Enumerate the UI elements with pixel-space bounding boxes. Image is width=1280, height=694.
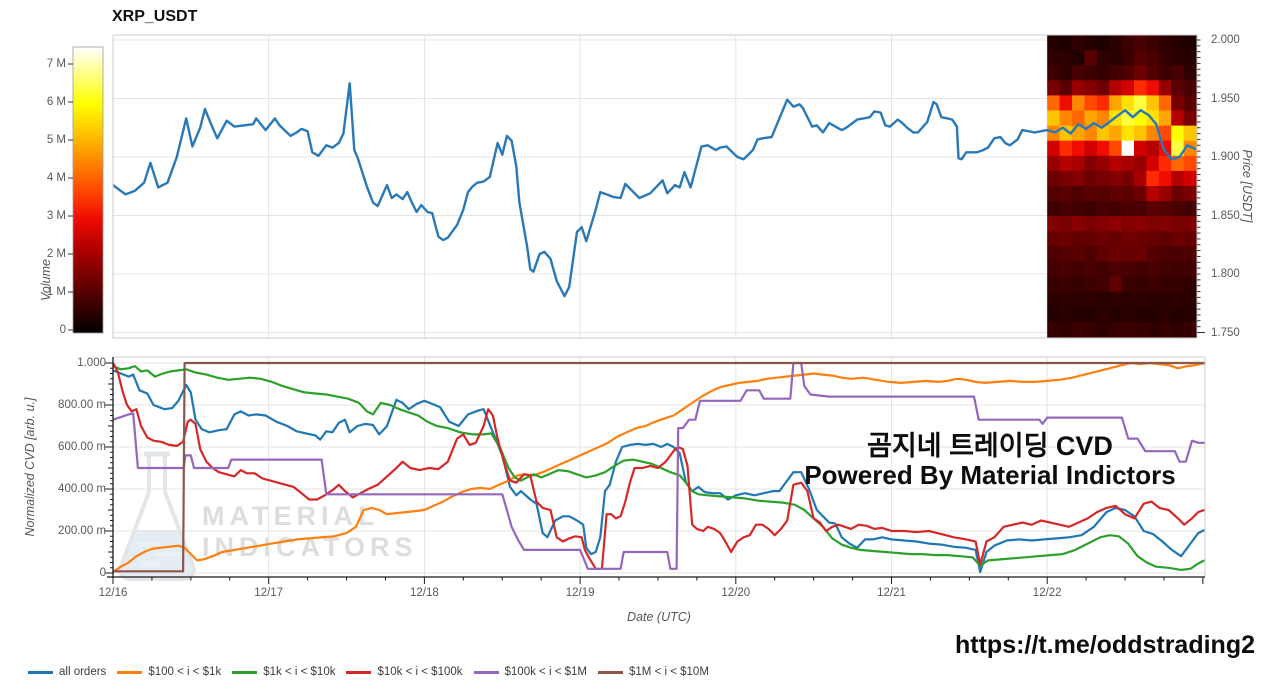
price-axis-label: Price [USDT] (1240, 149, 1254, 223)
legend-swatch (473, 670, 499, 674)
cvd-line--1m-i-10m (113, 361, 1205, 573)
volume-axis-label: Volume (39, 259, 53, 301)
price-tick-label: 2.000 (1211, 34, 1240, 46)
cvd-axis-label: Normalized CVD [arb. u.] (23, 397, 37, 537)
volume-colorbar (72, 46, 104, 334)
legend-item: $1M < i < $10M (598, 666, 709, 678)
date-axis-label: Date (UTC) (627, 610, 691, 624)
volume-heatmap (1047, 35, 1197, 338)
overlay-powered-by: Powered By Material Indictors (804, 460, 1176, 490)
cvd-tick-label: 800.00 m (58, 399, 106, 411)
date-tick-label: 12/16 (98, 587, 128, 599)
date-tick-label: 12/22 (1032, 587, 1062, 599)
flask-icon (118, 451, 196, 581)
price-tick-label: 1.950 (1211, 92, 1240, 105)
cvd-tick-label: 600.00 m (58, 441, 106, 453)
colorbar-tick-label: 6 M (46, 96, 66, 108)
cvd-line--1k-i-10k (113, 365, 1205, 571)
price-tick-label: 1.750 (1211, 326, 1240, 339)
telegram-url: https://t.me/oddstrading2 (955, 631, 1255, 659)
legend-label: all orders (59, 666, 107, 678)
colorbar-tick-label: 7 M (46, 58, 66, 70)
price-tick-label: 1.850 (1211, 209, 1240, 222)
date-tick-label: 12/18 (410, 587, 439, 599)
colorbar-tick-label: 2 M (46, 248, 66, 260)
cvd-tick-label: 1.000 (77, 357, 106, 369)
price-tick-label: 1.900 (1211, 151, 1240, 163)
colorbar-tick-label: 1 M (46, 286, 66, 298)
legend-item: $100k < i < $1M (473, 666, 587, 678)
legend-label: $10k < i < $100k (377, 666, 463, 678)
date-tick-label: 12/19 (565, 587, 595, 599)
legend-item: $100 < i < $1k (117, 666, 221, 678)
legend-label: $100k < i < $1M (504, 666, 587, 678)
legend-swatch (232, 670, 258, 674)
colorbar-tick-label: 4 M (46, 172, 66, 184)
colorbar-tick-label: 3 M (46, 210, 66, 222)
legend-item: all orders (28, 666, 106, 678)
date-tick-label: 12/21 (877, 587, 906, 599)
watermark-text: MATERIAL INDICATORS (202, 501, 418, 563)
date-tick-label: 12/17 (254, 587, 284, 599)
legend-label: $1k < i < $10k (263, 666, 336, 678)
cvd-tick-label: 0 (99, 567, 106, 579)
legend-item: $10k < i < $100k (346, 666, 463, 678)
cvd-line--100k-i-1m (113, 361, 1205, 570)
cvd-line-all-orders (113, 369, 1205, 574)
legend-swatch (117, 670, 143, 674)
cvd-line--10k-i-100k (113, 362, 1205, 570)
cvd-tick-label: 400.00 m (58, 483, 106, 495)
cvd-line--100-i-1k (113, 361, 1205, 573)
overlay-korean-title: 곰지네 트레이딩 CVD (867, 431, 1113, 461)
chart-title: XRP_USDT (112, 8, 198, 25)
legend-swatch (598, 670, 623, 674)
colorbar-tick-label: 5 M (46, 134, 66, 146)
colorbar-tick-label: 0 (59, 324, 66, 336)
legend-label: $100 < i < $1k (148, 666, 222, 678)
watermark-line1: MATERIAL (202, 501, 380, 531)
cvd-tick-label: 200.00 m (58, 525, 106, 537)
watermark-line2: INDICATORS (202, 532, 418, 562)
legend-item: $1k < i < $10k (232, 666, 335, 678)
price-line (113, 82, 1197, 298)
legend-swatch (346, 670, 372, 674)
date-tick-label: 12/20 (721, 587, 751, 599)
legend-swatch (28, 670, 53, 674)
legend-label: $1M < i < $10M (629, 666, 709, 678)
price-tick-label: 1.800 (1211, 268, 1240, 280)
legend: all orders $100 < i < $1k $1k < i < $10k $1… (28, 666, 709, 678)
